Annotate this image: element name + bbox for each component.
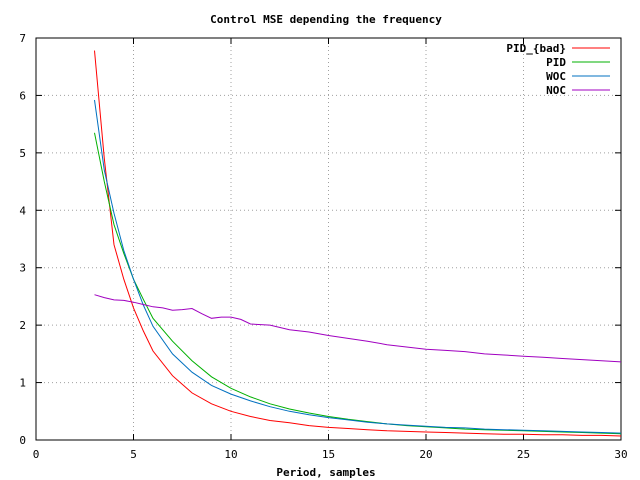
series-line-noc (94, 294, 622, 363)
legend-label: NOC (546, 84, 566, 97)
y-tick-label: 3 (19, 262, 26, 275)
grid-lines (36, 38, 621, 440)
y-tick-label: 2 (19, 319, 26, 332)
x-tick-label: 20 (419, 448, 432, 461)
x-tick-label: 30 (614, 448, 627, 461)
y-tick-label: 6 (19, 89, 26, 102)
legend-label: PID (546, 56, 566, 69)
y-tick-label: 1 (19, 377, 26, 390)
x-tick-label: 5 (130, 448, 137, 461)
y-tick-label: 0 (19, 434, 26, 447)
series-line-woc (94, 99, 622, 434)
x-tick-label: 25 (517, 448, 530, 461)
x-tick-label: 0 (33, 448, 40, 461)
axis-ticks: 0 5 10 15 20 25 30 0 1 2 3 4 5 6 7 (19, 32, 627, 461)
series-line-pid-bad (94, 50, 622, 437)
y-tick-label: 7 (19, 32, 26, 45)
legend-label: PID_{bad} (506, 42, 566, 55)
chart-title: Control MSE depending the frequency (210, 13, 442, 26)
y-tick-label: 4 (19, 204, 26, 217)
x-tick-label: 15 (322, 448, 335, 461)
series-lines (94, 50, 622, 437)
x-axis-label: Period, samples (276, 466, 375, 479)
x-tick-label: 10 (224, 448, 237, 461)
y-tick-label: 5 (19, 147, 26, 160)
series-line-pid (94, 132, 622, 435)
legend-label: WOC (546, 70, 566, 83)
